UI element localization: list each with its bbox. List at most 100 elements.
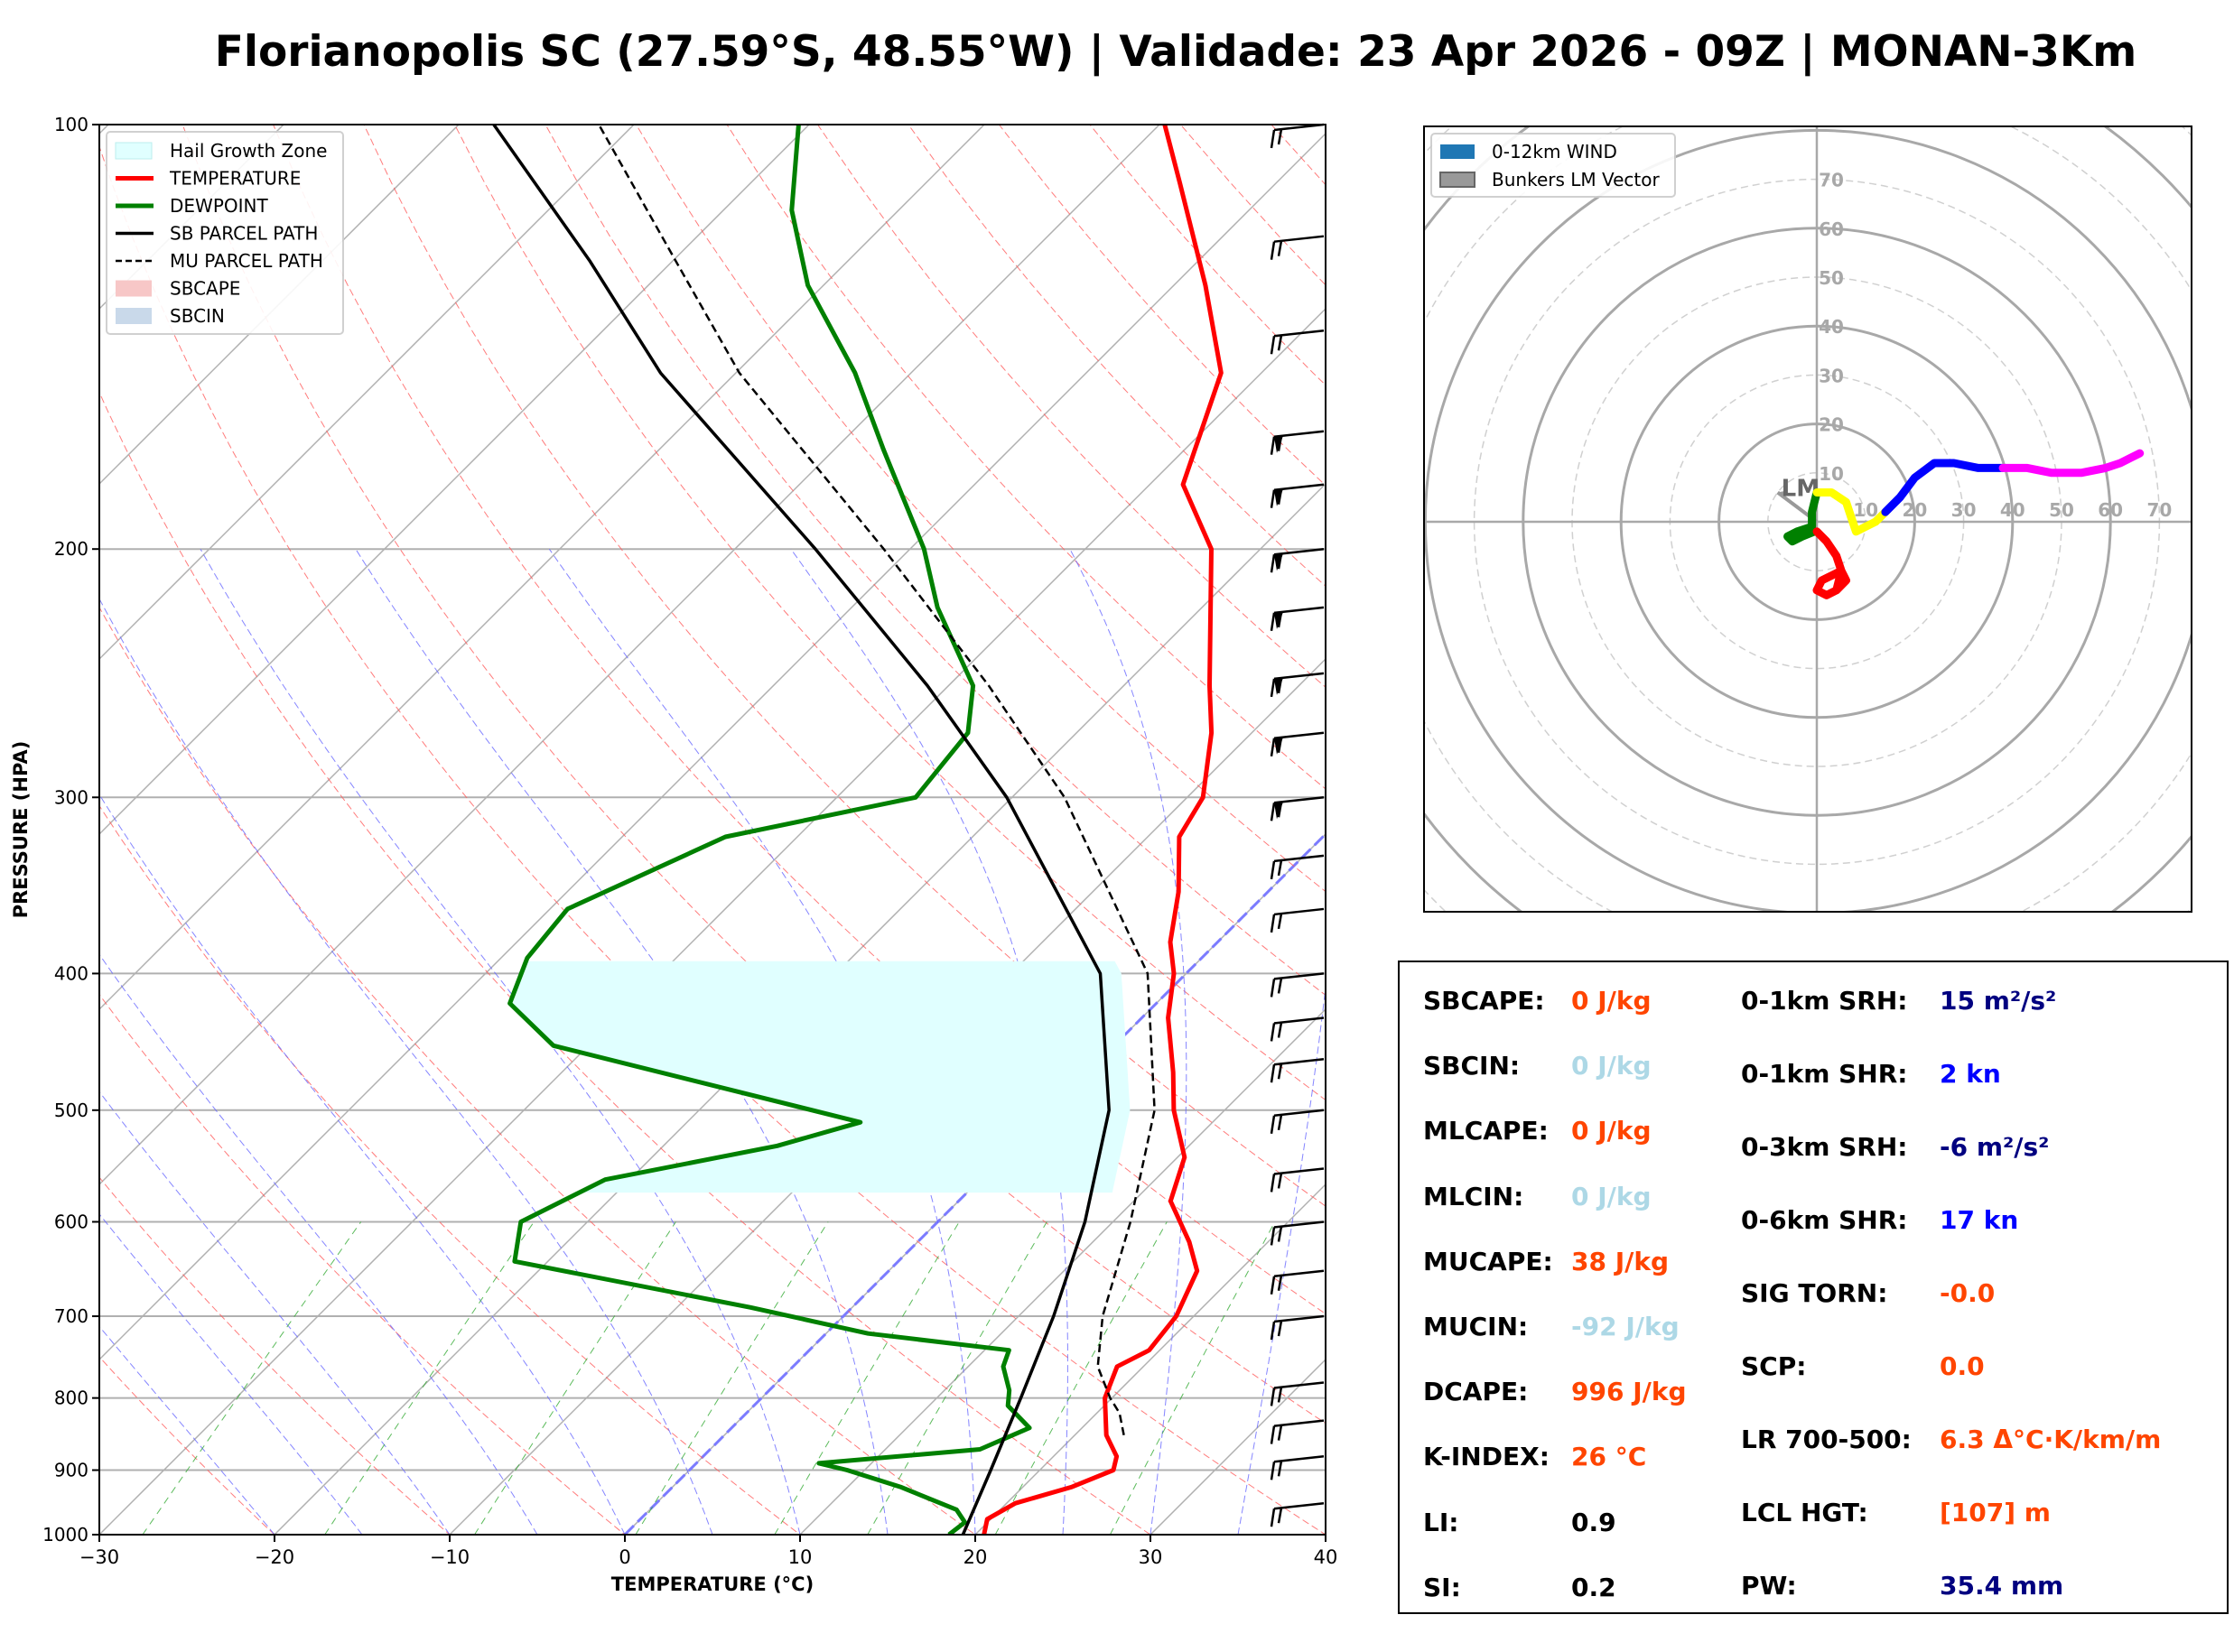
hodo-ring-label: 10 bbox=[1853, 499, 1878, 521]
wind-barb bbox=[1270, 854, 1325, 880]
legend-item: SB PARCEL PATH bbox=[116, 223, 318, 245]
isotherm bbox=[974, 1183, 1326, 1535]
hodo-ring-label: 30 bbox=[1819, 365, 1844, 386]
y-axis-label: PRESSURE (HPA) bbox=[10, 741, 32, 919]
x-tick-label: −20 bbox=[255, 1546, 294, 1568]
legend-item: DEWPOINT bbox=[116, 195, 268, 217]
index-value: -0.0 bbox=[1940, 1278, 1996, 1308]
legend-item: SBCIN bbox=[116, 305, 225, 327]
wind-barb bbox=[1270, 1314, 1325, 1341]
series-mu-parcel-path bbox=[598, 125, 1156, 1436]
index-label: 0-1km SHR: bbox=[1741, 1059, 1908, 1089]
page-title: Florianopolis SC (27.59°S, 48.55°W) | Va… bbox=[214, 27, 2137, 77]
mixing-ratio-line bbox=[867, 1221, 1047, 1535]
zero-isotherm bbox=[623, 831, 1326, 1535]
legend-item: 0-12km WIND bbox=[1440, 141, 1617, 162]
hodo-ring-label: 40 bbox=[2000, 499, 2025, 521]
index-value: 996 J/kg bbox=[1571, 1377, 1687, 1407]
wind-barb bbox=[1270, 1501, 1325, 1527]
x-tick-label: −30 bbox=[79, 1546, 119, 1568]
index-label: 0-3km SRH: bbox=[1741, 1132, 1908, 1162]
hodo-segment bbox=[1783, 488, 1821, 546]
mixing-ratio-line bbox=[774, 1221, 960, 1535]
isotherm bbox=[274, 482, 1326, 1535]
index-label: 0-6km SHR: bbox=[1741, 1205, 1908, 1235]
hodo-segment bbox=[1881, 459, 2007, 516]
hodo-ring-label: 70 bbox=[1819, 170, 1844, 191]
moist-adiabat bbox=[200, 548, 801, 1535]
legend-label: DEWPOINT bbox=[170, 195, 268, 217]
index-value: 0.9 bbox=[1571, 1507, 1616, 1537]
y-tick-label: 1000 bbox=[42, 1524, 88, 1545]
index-label: K-INDEX: bbox=[1423, 1442, 1550, 1472]
legend-swatch bbox=[1440, 144, 1475, 159]
dry-adiabat bbox=[99, 606, 976, 1535]
moist-adiabat bbox=[99, 1213, 363, 1535]
hodo-segment bbox=[1812, 488, 1890, 536]
dry-adiabat bbox=[182, 125, 1326, 1425]
index-value: 0.0 bbox=[1940, 1351, 1985, 1381]
index-label: DCAPE: bbox=[1423, 1377, 1529, 1407]
wind-barb bbox=[1270, 430, 1325, 455]
legend-swatch bbox=[116, 308, 152, 324]
index-value: 0 J/kg bbox=[1571, 1116, 1652, 1146]
legend-item: Hail Growth Zone bbox=[115, 140, 327, 162]
hodo-segment bbox=[1998, 449, 2145, 478]
moist-adiabat bbox=[99, 1325, 275, 1535]
skew-t-frame bbox=[98, 124, 1326, 1536]
moist-adiabat bbox=[790, 548, 1068, 1535]
index-value: 0 J/kg bbox=[1571, 986, 1652, 1016]
isotherm bbox=[99, 125, 635, 661]
hail-growth-zone bbox=[509, 961, 1131, 1193]
hodo-ring-label: 60 bbox=[2098, 499, 2123, 521]
legend-item: TEMPERATURE bbox=[116, 168, 301, 190]
isotherm bbox=[99, 132, 1326, 1361]
index-label: MLCAPE: bbox=[1423, 1116, 1549, 1146]
index-value: 0.2 bbox=[1571, 1572, 1616, 1602]
isotherm bbox=[99, 125, 985, 1011]
index-label: MLCIN: bbox=[1423, 1181, 1524, 1211]
wind-barb bbox=[1270, 1109, 1325, 1134]
legend-swatch bbox=[1439, 172, 1475, 188]
index-value: -92 J/kg bbox=[1571, 1312, 1680, 1341]
x-tick-label: 40 bbox=[1314, 1546, 1338, 1568]
moist-adiabat bbox=[548, 548, 976, 1535]
moist-adiabat bbox=[99, 953, 538, 1535]
index-label: MUCAPE: bbox=[1423, 1246, 1553, 1276]
isotherm bbox=[99, 307, 1326, 1535]
legend-label: SBCIN bbox=[170, 305, 225, 327]
series-sb-parcel-path bbox=[492, 125, 1111, 1535]
isotherm bbox=[799, 1007, 1326, 1535]
y-tick-label: 800 bbox=[54, 1387, 88, 1409]
index-label: SCP: bbox=[1741, 1351, 1807, 1381]
hodo-ring bbox=[1230, 0, 2234, 1109]
wind-barb bbox=[1270, 1455, 1325, 1480]
mixing-ratio-line bbox=[1109, 1221, 1276, 1535]
wind-barb bbox=[1270, 547, 1325, 573]
index-value: 15 m²/s² bbox=[1940, 986, 2057, 1016]
wind-barb bbox=[1270, 1269, 1325, 1295]
dry-adiabat bbox=[363, 125, 1326, 1207]
legend-swatch bbox=[115, 142, 153, 160]
moist-adiabat bbox=[99, 1091, 451, 1535]
hodo-ring-label: 20 bbox=[1819, 414, 1844, 436]
y-tick-label: 400 bbox=[54, 962, 88, 984]
wind-barb bbox=[1270, 1220, 1325, 1246]
legend-label: MU PARCEL PATH bbox=[170, 250, 323, 272]
isotherm bbox=[99, 125, 460, 486]
legend-item: Bunkers LM Vector bbox=[1439, 169, 1661, 190]
index-label: PW: bbox=[1741, 1571, 1797, 1601]
dry-adiabat bbox=[99, 144, 1326, 1535]
wind-barb bbox=[1270, 1381, 1325, 1406]
mixing-ratio-line bbox=[474, 1221, 676, 1535]
hodo-ring-label: 20 bbox=[1902, 499, 1927, 521]
moist-adiabat bbox=[355, 548, 889, 1535]
dry-adiabat bbox=[99, 1176, 451, 1535]
legend-item: MU PARCEL PATH bbox=[116, 250, 323, 272]
hodo-ring-label: 70 bbox=[2146, 499, 2172, 521]
y-tick-label: 600 bbox=[54, 1211, 88, 1232]
wind-barb bbox=[1270, 731, 1325, 756]
hodo-legend-frame bbox=[1430, 133, 1676, 198]
indices-panel: SBCAPE: 0 J/kg SBCIN: 0 J/kg MLCAPE: 0 J/kg ML… bbox=[1398, 961, 2229, 1614]
index-value: 38 J/kg bbox=[1571, 1246, 1670, 1276]
